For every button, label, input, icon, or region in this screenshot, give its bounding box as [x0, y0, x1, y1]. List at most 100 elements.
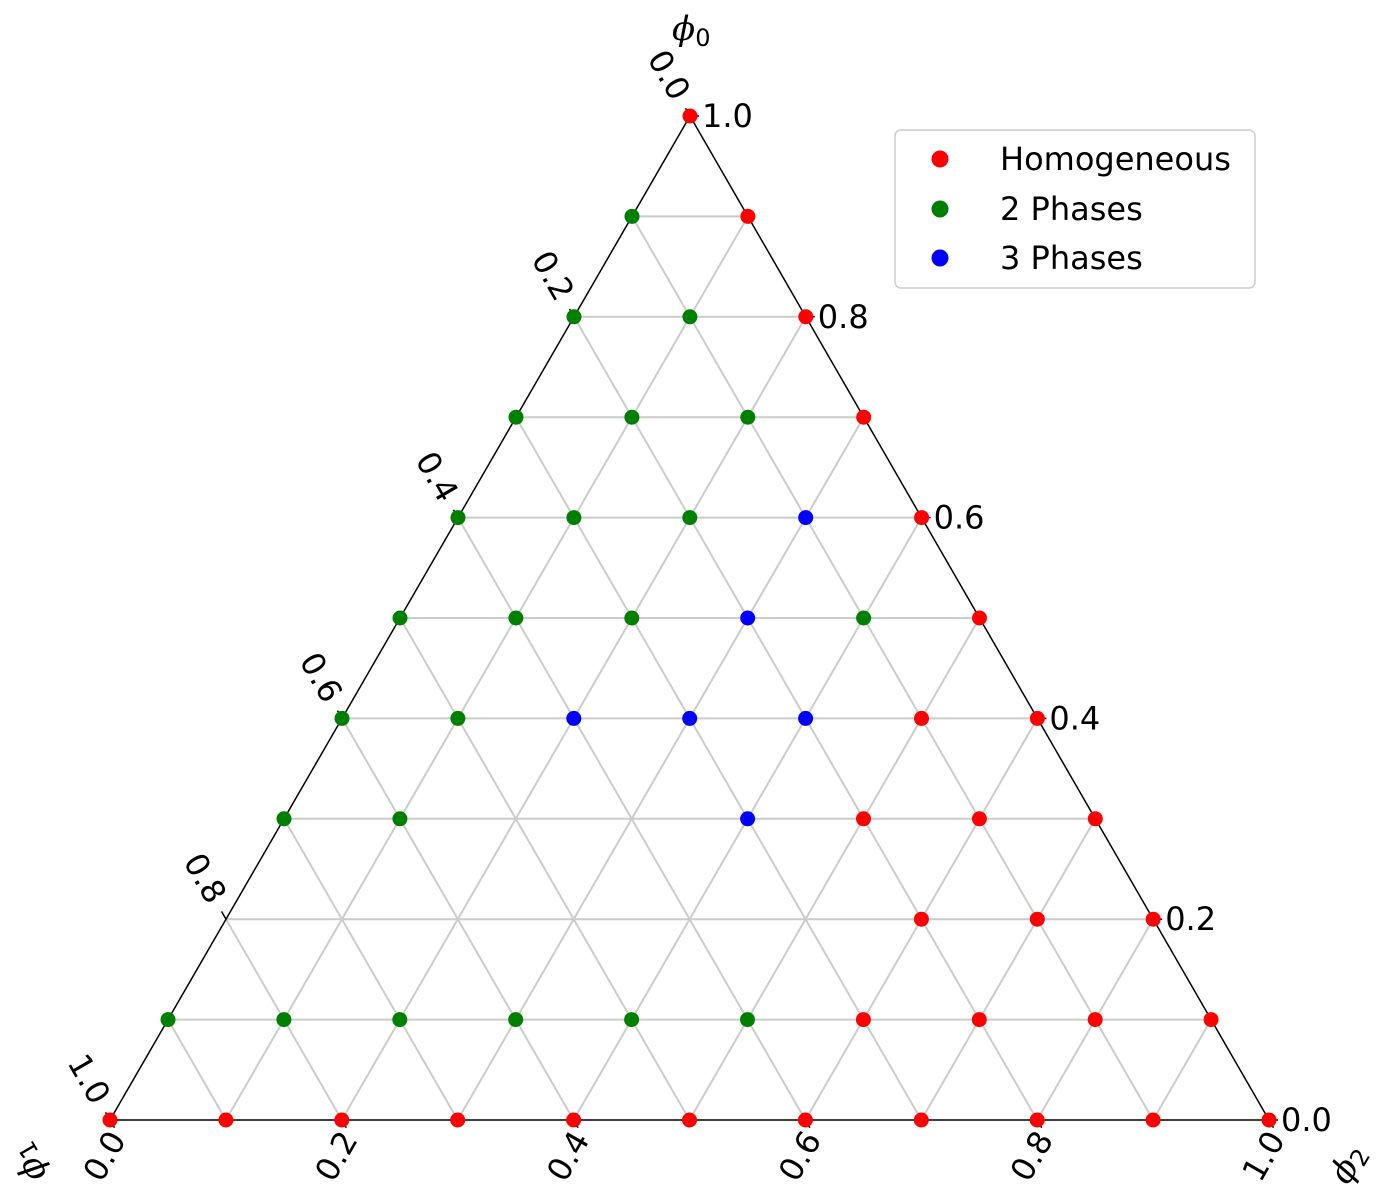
tick-label-phi2-group: 0.4	[539, 1125, 597, 1188]
point-2-phases	[682, 510, 698, 526]
tick-label-phi2-group: 0.8	[1003, 1125, 1061, 1188]
point-homogeneous	[1145, 1112, 1161, 1128]
point-3-phases	[740, 610, 756, 626]
axis-title-right: ϕ2	[1321, 1137, 1376, 1191]
point-homogeneous	[740, 208, 756, 224]
point-2-phases	[160, 1012, 176, 1028]
grid-line-phi1	[283, 818, 459, 1121]
point-homogeneous	[972, 610, 987, 626]
point-3-phases	[798, 510, 814, 526]
tick-label-phi2-group: 0.0	[75, 1125, 133, 1188]
tick-label-phi1: 0.2	[524, 244, 582, 307]
tick-label-phi2-group: 0.2	[307, 1125, 365, 1188]
grid-line-phi2	[688, 617, 981, 1121]
legend-label-3-phases: 3 Phases	[1000, 239, 1143, 277]
tick-label-phi1-group: 0.4	[408, 445, 466, 508]
tick-label-phi2: 0.2	[307, 1125, 365, 1188]
point-homogeneous	[566, 1112, 582, 1128]
tick-label-phi0: 0.6	[934, 499, 985, 537]
axis-title-left: ϕ1	[1, 1136, 56, 1190]
grid-line-phi1	[341, 717, 575, 1121]
point-homogeneous	[914, 710, 929, 726]
legend-marker-3-phases	[931, 249, 949, 267]
data-points	[102, 108, 1277, 1128]
point-3-phases	[682, 710, 698, 726]
point-2-phases	[624, 1012, 640, 1028]
point-3-phases	[798, 710, 814, 726]
point-homogeneous	[971, 811, 987, 827]
point-homogeneous	[1145, 911, 1161, 927]
grid-line-phi1	[515, 416, 923, 1121]
axis-title-left-group: ϕ1	[1, 1136, 56, 1190]
point-2-phases	[624, 208, 640, 224]
point-homogeneous	[1087, 811, 1103, 827]
point-homogeneous	[855, 1012, 871, 1028]
tick-label-phi1-group: 0.0	[640, 43, 698, 106]
point-2-phases	[740, 409, 756, 425]
legend-label-homogeneous: Homogeneous	[1000, 140, 1231, 178]
point-homogeneous	[1029, 911, 1045, 927]
point-2-phases	[682, 309, 698, 325]
point-2-phases	[508, 610, 524, 626]
tick-label-phi1: 0.4	[408, 445, 466, 508]
point-2-phases	[276, 811, 292, 827]
tick-label-phi1-group: 1.0	[60, 1047, 118, 1110]
point-homogeneous	[856, 409, 872, 425]
legend-box	[894, 129, 1256, 289]
point-2-phases	[740, 1012, 755, 1028]
point-homogeneous	[913, 1112, 929, 1128]
grid-line-phi2	[1152, 1019, 1212, 1121]
tick-label-phi0: 0.2	[1165, 900, 1216, 938]
legend-marker-2-phases	[931, 200, 949, 218]
point-2-phases	[856, 610, 872, 626]
point-2-phases	[624, 610, 640, 626]
point-homogeneous	[334, 1112, 350, 1128]
point-homogeneous	[797, 1112, 813, 1128]
point-2-phases	[392, 610, 408, 626]
point-3-phases	[566, 710, 582, 726]
point-homogeneous	[682, 1112, 697, 1128]
point-2-phases	[392, 1012, 408, 1028]
point-2-phases	[566, 510, 582, 526]
legend: Homogeneous 2 Phases 3 Phases	[894, 129, 1256, 289]
tick-label-phi1-group: 0.8	[176, 847, 234, 910]
tick-label-phi2: 0.0	[75, 1125, 133, 1188]
axis-ticks: 0.00.20.40.60.81.00.00.20.40.60.81.00.0 0…	[60, 43, 1332, 1187]
legend-label-2-phases: 2 Phases	[1000, 190, 1143, 228]
point-homogeneous	[914, 510, 930, 526]
tick-label-phi1-group: 0.2	[524, 244, 582, 307]
axis-title-right-group: ϕ2	[1321, 1137, 1376, 1191]
grid-line-phi1	[167, 1019, 227, 1121]
point-2-phases	[392, 811, 408, 827]
point-homogeneous	[450, 1112, 466, 1128]
point-2-phases	[450, 710, 466, 726]
point-homogeneous	[682, 108, 698, 124]
point-2-phases	[450, 510, 466, 526]
point-homogeneous	[1261, 1112, 1277, 1128]
tick-label-phi1: 0.0	[640, 43, 698, 106]
tick-label-phi2: 0.4	[539, 1125, 597, 1188]
point-2-phases	[624, 409, 640, 425]
point-2-phases	[276, 1012, 292, 1028]
point-2-phases	[566, 309, 582, 325]
grid-line-phi2	[920, 818, 1097, 1121]
point-homogeneous	[798, 309, 814, 325]
grid-line-phi2	[225, 215, 749, 1121]
point-homogeneous	[1029, 710, 1045, 726]
tick-label-phi2: 0.8	[1003, 1125, 1061, 1188]
point-homogeneous	[218, 1112, 234, 1128]
point-3-phases	[740, 811, 756, 827]
tick-label-phi2: 0.6	[771, 1125, 829, 1188]
point-2-phases	[508, 1012, 524, 1028]
point-2-phases	[334, 710, 350, 726]
point-homogeneous	[971, 1012, 987, 1028]
grid-line-phi2	[456, 416, 865, 1121]
tick-label-phi1-group: 0.6	[292, 646, 350, 709]
point-homogeneous	[102, 1112, 118, 1128]
point-homogeneous	[1203, 1012, 1219, 1028]
tick-label-phi0: 1.0	[702, 97, 753, 135]
tick-label-phi0: 0.4	[1049, 699, 1100, 737]
tick-label-phi0: 0.8	[818, 298, 869, 336]
tick-label-phi1: 1.0	[60, 1047, 118, 1110]
axis-title-top: ϕ0	[672, 9, 710, 52]
